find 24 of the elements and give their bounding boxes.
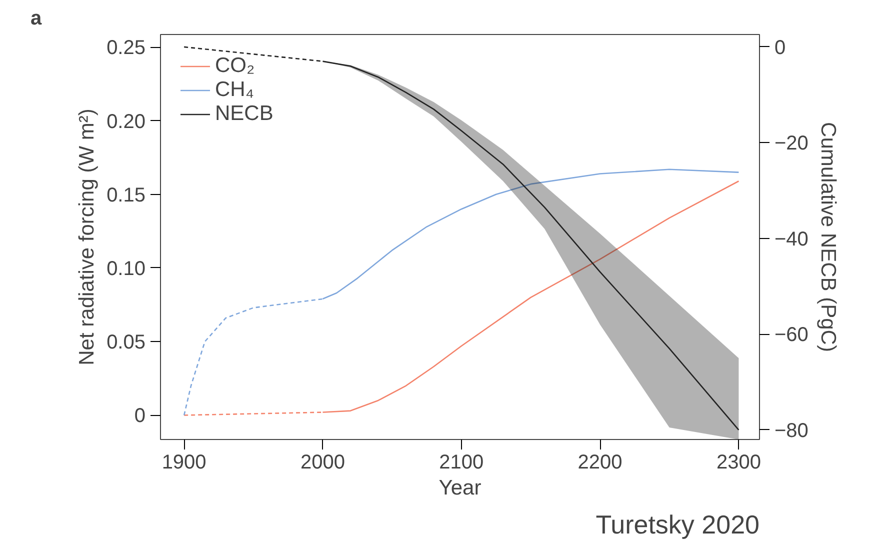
y-tick-label: 0.10 [106,258,146,280]
y2-tick-label: 0 [774,36,786,59]
x-tick-label: 2300 [716,452,761,474]
y-tick-label: 0.20 [106,110,146,133]
y2-tick-label: −20 [774,132,808,155]
x-tick-label: 2200 [578,452,622,474]
x-tick-label: 1900 [162,452,206,474]
y-tick-label: 0.05 [106,332,146,354]
y2-tick-label: −80 [774,420,808,442]
x-tick-label: 2100 [439,452,484,474]
legend-label: NECB [215,102,274,126]
y-tick-label: 0 [134,405,146,428]
y2-axis-title: Cumulative NECB (PgC) [816,122,840,352]
chart-title: a [30,8,42,30]
y-tick-label: 0.15 [106,184,146,206]
y-axis-title: Net radiative forcing (W m²) [76,108,99,366]
x-tick-label: 2000 [300,452,345,474]
x-axis-title: Year [438,476,482,500]
y2-tick-label: −40 [774,228,808,250]
y-tick-label: 0.25 [106,37,146,60]
text: Turetsky 2020 [596,510,760,540]
legend-label: CH₄ [215,78,254,102]
legend-label: CO₂ [215,54,255,78]
y2-tick-label: −60 [774,324,808,346]
